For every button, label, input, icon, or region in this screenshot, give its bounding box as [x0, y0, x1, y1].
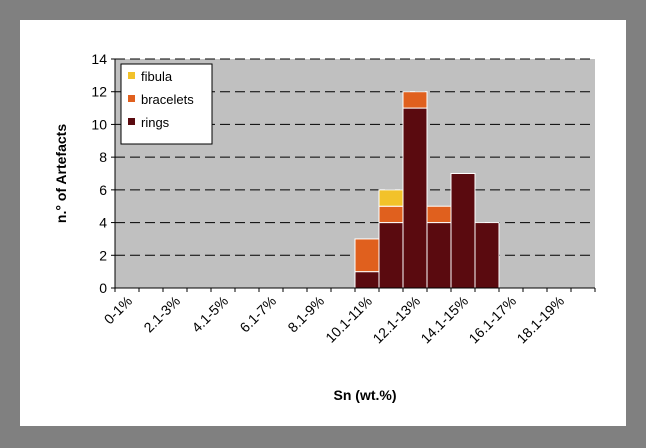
x-tick-label: 12.1-13% — [369, 293, 423, 347]
chart-frame: 0 2 4 6 8 10 12 14 0-1% 2.1-3% 4.1-5% 6.1-7% 8.1-9%… — [20, 20, 626, 426]
y-tick-label: 0 — [99, 280, 107, 296]
x-tick-label: 6.1-7% — [236, 293, 279, 336]
x-tick-label: 10.1-11% — [322, 293, 375, 346]
legend-label-bracelets: bracelets — [141, 92, 194, 107]
y-tick-label: 8 — [99, 149, 107, 165]
bar-segment-fibula — [378, 189, 404, 207]
x-tick-label: 4.1-5% — [188, 293, 231, 336]
bar-segment-rings — [354, 271, 380, 289]
y-tick-label: 14 — [91, 51, 107, 67]
y-tick-label: 2 — [99, 247, 107, 263]
legend-label-fibula: fibula — [141, 69, 173, 84]
bar-segment-bracelets — [426, 205, 452, 224]
legend-swatch-bracelets — [128, 95, 135, 102]
legend-swatch-fibula — [128, 72, 135, 79]
x-tick-label: 0-1% — [101, 293, 135, 327]
y-tick-label: 12 — [91, 84, 107, 100]
x-tick-label: 8.1-9% — [284, 293, 327, 336]
y-tick-label: 6 — [99, 182, 107, 198]
bar-segment-bracelets — [354, 238, 380, 273]
bar-segment-rings — [378, 222, 404, 289]
bar-segment-rings — [450, 173, 476, 289]
x-tick-label: 2.1-3% — [140, 293, 183, 336]
legend-label-rings: rings — [141, 115, 170, 130]
bar-segment-rings — [402, 107, 428, 289]
stacked-bar-chart: 0 2 4 6 8 10 12 14 0-1% 2.1-3% 4.1-5% 6.1-7% 8.1-9%… — [53, 51, 596, 403]
x-tick-label: 18.1-19% — [513, 293, 567, 347]
bar-segment-rings — [426, 222, 452, 289]
bar-segment-bracelets — [402, 91, 428, 109]
y-axis-title: n.° of Artefacts — [53, 124, 69, 223]
legend: fibula bracelets rings — [120, 63, 213, 145]
bar-segment-bracelets — [378, 205, 404, 224]
gridlines — [115, 58, 595, 256]
x-ticks: 0-1% 2.1-3% 4.1-5% 6.1-7% 8.1-9%10.1-11%12.1… — [101, 288, 596, 347]
x-tick-label: 16.1-17% — [465, 293, 519, 347]
y-tick-label: 4 — [99, 215, 107, 231]
legend-swatch-rings — [128, 118, 135, 125]
y-ticks: 0 2 4 6 8 10 12 14 — [91, 51, 115, 296]
bar-segment-rings — [474, 222, 500, 289]
x-axis-title: Sn (wt.%) — [334, 387, 397, 403]
legend-box — [120, 63, 213, 145]
y-tick-label: 10 — [91, 116, 107, 132]
bars — [354, 91, 500, 289]
x-tick-label: 14.1-15% — [417, 293, 471, 347]
